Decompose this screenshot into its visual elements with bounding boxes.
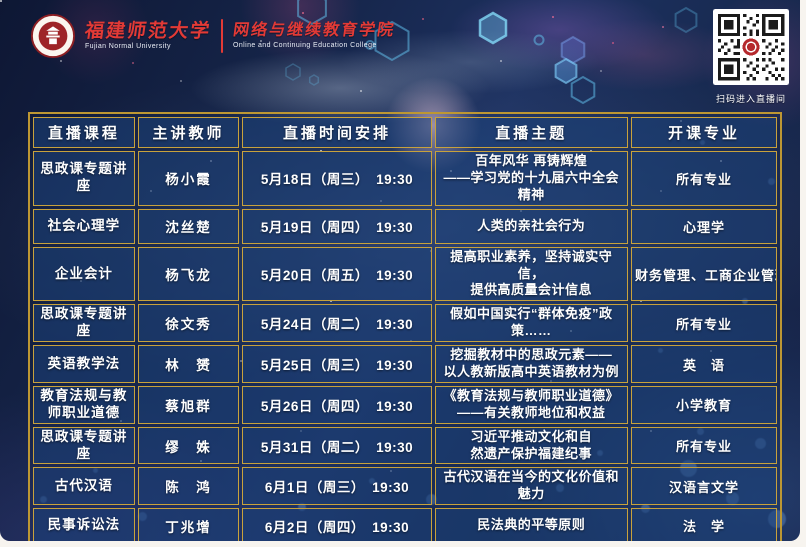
table-row: 社会心理学 沈丝楚 5月19日（周四） 19:30 人类的亲社会行为 心理学 (33, 208, 777, 244)
cell-course: 古代汉语 (33, 467, 135, 506)
schedule-table-frame: 直播课程 主讲教师 直播时间安排 直播主题 开课专业 思政课专题讲座 杨小霞 5… (28, 112, 782, 541)
cell-topic: 假如中国实行“群体免疫”政策…… (434, 304, 628, 343)
cell-major: 汉语言文学 (630, 467, 777, 506)
cell-topic: 民法典的平等原则 (434, 508, 628, 541)
university-seal-icon (30, 13, 76, 59)
table-row: 古代汉语 陈 鸿 6月1日（周三） 19:30 古代汉语在当今的文化价值和魅力 … (33, 467, 777, 506)
cell-course: 民事诉讼法 (33, 508, 135, 541)
cell-major: 法 学 (630, 508, 777, 541)
cell-time: 5月31日（周二） 19:30 (242, 426, 432, 465)
cell-teacher: 缪 姝 (137, 426, 240, 465)
cell-topic: 百年风华 再铸辉煌 ——学习党的十九届六中全会精神 (434, 151, 628, 206)
table-row: 思政课专题讲座 杨小霞 5月18日（周三） 19:30 百年风华 再铸辉煌 ——… (33, 151, 777, 206)
cell-topic: 提高职业素养，坚持诚实守信， 提供高质量会计信息 (434, 246, 628, 302)
col-header-time: 直播时间安排 (242, 117, 432, 148)
cell-topic: 人类的亲社会行为 (434, 208, 628, 244)
cell-time: 6月2日（周四） 19:30 (242, 508, 432, 541)
cell-time: 5月24日（周二） 19:30 (242, 304, 432, 343)
brand-divider (221, 19, 224, 53)
qr-code (713, 9, 789, 85)
starfield (0, 0, 2, 2)
cell-topic: 古代汉语在当今的文化价值和魅力 (434, 467, 628, 506)
cell-time: 6月1日（周三） 19:30 (242, 467, 432, 506)
cell-teacher: 陈 鸿 (137, 467, 240, 506)
table-row: 思政课专题讲座 缪 姝 5月31日（周二） 19:30 习近平推动文化和自 然遗… (33, 426, 777, 465)
cell-teacher: 杨飞龙 (137, 246, 240, 302)
cell-major: 心理学 (630, 208, 777, 244)
col-header-topic: 直播主题 (434, 117, 628, 148)
cell-topic: 习近平推动文化和自 然遗产保护福建纪事 (434, 426, 628, 465)
col-header-course: 直播课程 (33, 117, 135, 148)
cell-teacher: 沈丝楚 (137, 208, 240, 244)
cell-time: 5月26日（周四） 19:30 (242, 385, 432, 424)
table-row: 企业会计 杨飞龙 5月20日（周五） 19:30 提高职业素养，坚持诚实守信， … (33, 246, 777, 302)
cell-major: 所有专业 (630, 151, 777, 206)
cell-teacher: 杨小霞 (137, 151, 240, 206)
cell-topic: 挖掘教材中的思政元素—— 以人教新版高中英语教材为例 (434, 345, 628, 383)
cell-time: 5月18日（周三） 19:30 (242, 151, 432, 206)
table-row: 思政课专题讲座 徐文秀 5月24日（周二） 19:30 假如中国实行“群体免疫”… (33, 304, 777, 343)
cell-teacher: 林 赟 (137, 345, 240, 383)
cell-major: 英 语 (630, 345, 777, 383)
brand-header: 福建师范大学 Fujian Normal University 网络与继续教育学… (30, 13, 397, 59)
header-row: 直播课程 主讲教师 直播时间安排 直播主题 开课专业 (33, 117, 777, 148)
schedule-table: 直播课程 主讲教师 直播时间安排 直播主题 开课专业 思政课专题讲座 杨小霞 5… (30, 114, 780, 541)
university-title: 福建师范大学 Fujian Normal University (83, 20, 213, 51)
cell-course: 企业会计 (33, 246, 135, 302)
college-name-cn: 网络与继续教育学院 (231, 22, 397, 40)
cell-course: 英语教学法 (33, 345, 135, 383)
cell-major: 所有专业 (630, 304, 777, 343)
col-header-teacher: 主讲教师 (137, 117, 240, 148)
cell-course: 思政课专题讲座 (33, 304, 135, 343)
cell-major: 小学教育 (630, 385, 777, 424)
table-row: 教育法规与教师职业道德 蔡旭群 5月26日（周四） 19:30 《教育法规与教师… (33, 385, 777, 424)
table-row: 民事诉讼法 丁兆增 6月2日（周四） 19:30 民法典的平等原则 法 学 (33, 508, 777, 541)
qr-caption: 扫码进入直播间 (715, 94, 786, 104)
cell-course: 思政课专题讲座 (33, 426, 135, 465)
cell-major: 所有专业 (630, 426, 777, 465)
cell-teacher: 徐文秀 (137, 304, 240, 343)
cell-teacher: 丁兆增 (137, 508, 240, 541)
university-name-cn: 福建师范大学 (83, 20, 213, 42)
cell-course: 思政课专题讲座 (33, 151, 135, 206)
cell-major: 财务管理、工商企业管理 (630, 246, 777, 302)
cell-time: 5月25日（周三） 19:30 (242, 345, 432, 383)
college-title: 网络与继续教育学院 Online and Continuing Educatio… (231, 22, 397, 49)
qr-block: 扫码进入直播间 (711, 9, 791, 105)
cell-topic: 《教育法规与教师职业道德》 ——有关教师地位和权益 (434, 385, 628, 424)
college-name-en: Online and Continuing Education College (233, 41, 377, 49)
cell-course: 教育法规与教师职业道德 (33, 385, 135, 424)
table-row: 英语教学法 林 赟 5月25日（周三） 19:30 挖掘教材中的思政元素—— 以… (33, 345, 777, 383)
cell-time: 5月19日（周四） 19:30 (242, 208, 432, 244)
cell-teacher: 蔡旭群 (137, 385, 240, 424)
col-header-major: 开课专业 (630, 117, 777, 148)
cell-course: 社会心理学 (33, 208, 135, 244)
university-name-en: Fujian Normal University (85, 43, 171, 51)
cell-time: 5月20日（周五） 19:30 (242, 246, 432, 302)
